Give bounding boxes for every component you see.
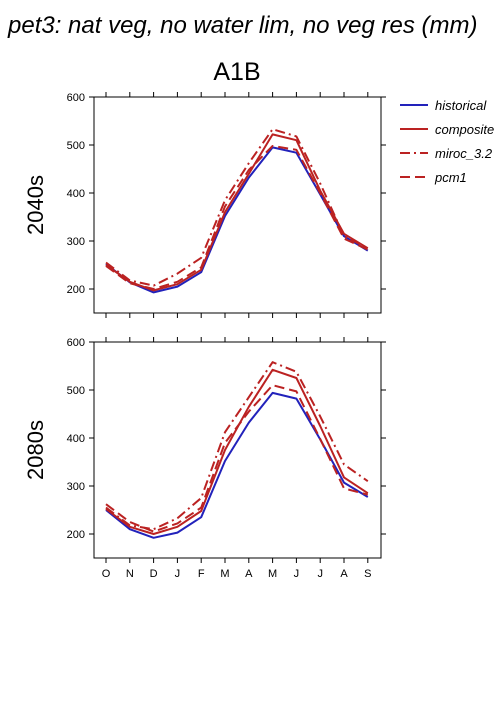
- panel-frame: [93, 96, 382, 314]
- x-tick-label: S: [364, 568, 371, 580]
- series-lines: [105, 361, 369, 539]
- y-tick-label: 600: [67, 92, 85, 104]
- y-tick-label: 400: [67, 188, 85, 200]
- series-line-miroc: [105, 128, 369, 287]
- legend-label-miroc: miroc_3.2: [435, 146, 493, 161]
- legend: historical composite miroc_3.2 pcm1: [400, 98, 494, 185]
- x-tick-label: N: [126, 568, 134, 580]
- y-tick-label: 200: [67, 284, 85, 296]
- x-tick-label: J: [317, 568, 323, 580]
- y-axis: 200 300 400 500 600: [67, 92, 386, 296]
- x-tick-label: F: [198, 568, 205, 580]
- x-tick-label: A: [340, 568, 348, 580]
- y-tick-label: 600: [67, 337, 85, 349]
- x-tick-label: A: [245, 568, 253, 580]
- series-lines: [105, 128, 369, 294]
- legend-label-pcm1: pcm1: [434, 170, 467, 185]
- x-tick-label: M: [268, 568, 277, 580]
- series-line-miroc: [105, 361, 369, 531]
- y-tick-label: 300: [67, 481, 85, 493]
- panel-2040s: 2040s 200 300 400 500 600: [23, 92, 386, 318]
- x-tick-label: J: [294, 568, 300, 580]
- panel-label: 2080s: [23, 420, 48, 480]
- x-tick-label: O: [102, 568, 111, 580]
- y-axis: 200 300 400 500 600: [67, 337, 386, 541]
- series-line-pcm1: [105, 145, 369, 290]
- scenario-title: A1B: [213, 58, 260, 86]
- panel-2080s: 2080s 200 300 400 500 600 O N D J F M A M J J A S: [23, 337, 386, 580]
- y-tick-label: 500: [67, 140, 85, 152]
- panel-frame: [93, 341, 382, 559]
- y-tick-label: 500: [67, 385, 85, 397]
- series-line-pcm1: [105, 384, 369, 533]
- y-tick-label: 300: [67, 236, 85, 248]
- series-line-composite: [105, 133, 369, 292]
- x-tick-label: D: [150, 568, 158, 580]
- x-tick-label: M: [220, 568, 229, 580]
- legend-label-composite: composite: [435, 122, 494, 137]
- x-tick-label: J: [175, 568, 181, 580]
- series-line-historical: [105, 146, 369, 294]
- y-tick-label: 400: [67, 433, 85, 445]
- series-line-composite: [105, 368, 369, 535]
- legend-label-historical: historical: [435, 98, 487, 113]
- figure-title: pet3: nat veg, no water lim, no veg res …: [7, 12, 478, 39]
- x-axis: [105, 92, 369, 318]
- y-tick-label: 200: [67, 529, 85, 541]
- panel-label: 2040s: [23, 175, 48, 235]
